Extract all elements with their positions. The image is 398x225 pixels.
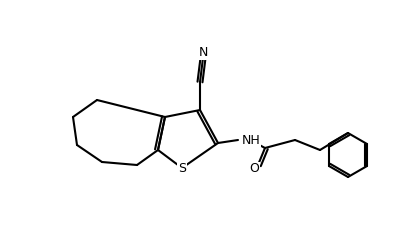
Text: N: N	[198, 47, 208, 59]
Text: O: O	[249, 162, 259, 176]
Text: S: S	[178, 162, 186, 175]
Text: NH: NH	[242, 133, 261, 146]
